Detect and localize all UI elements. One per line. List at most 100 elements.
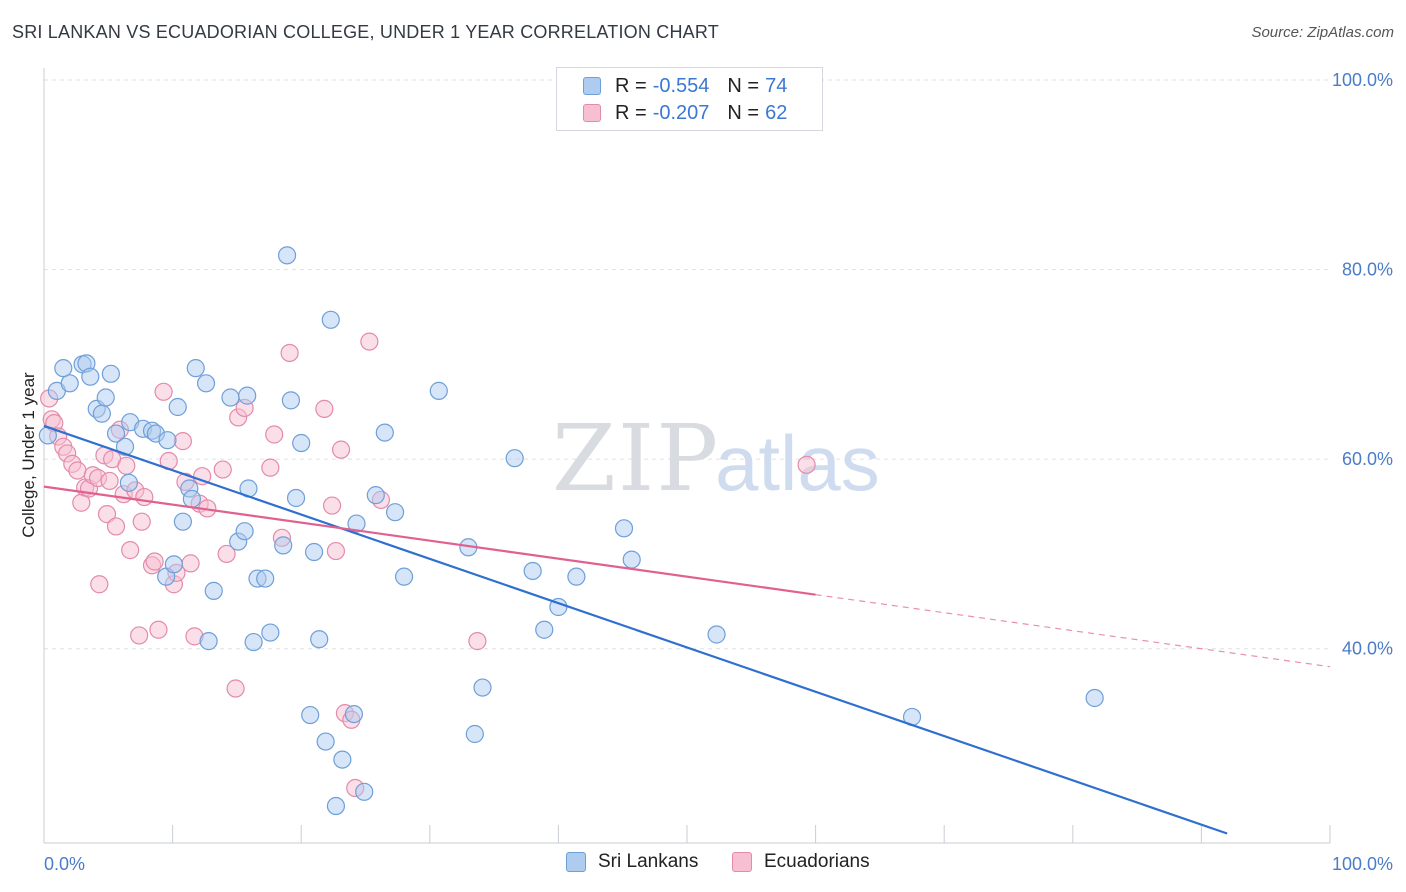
ecuadorians-point [149,620,168,639]
ecuadorians-trend-extension [815,594,1331,668]
sri-lankans-point [106,424,126,443]
legend-r-label: R = [615,101,647,124]
sri-lankans-point [304,542,324,562]
ecuadorians-point [226,679,245,698]
ecuadorians-point [331,440,351,459]
sri-lankans-point [96,388,115,407]
ecuadorians-point [135,487,154,507]
ecuadorians-point [106,517,126,536]
sri-lankans-point [54,359,73,378]
sri-lankans-point [119,473,138,492]
ecuadorians-point [217,544,236,564]
ecuadorians-point [261,458,280,477]
ecuadorians-point [100,471,119,491]
sri-lankans-point [60,374,79,393]
sri-lankans-point [286,488,306,508]
sri-lankans-point [92,404,111,423]
legend-label-sri-lankans: Sri Lankans [598,851,699,872]
sri-lankans-point [1085,688,1104,708]
sri-lankans-point [310,630,329,649]
legend-r-value: -0.207 [652,101,710,124]
ecuadorians-point [322,496,342,515]
ecuadorians-point [121,541,140,560]
sri-lankans-point [321,310,340,329]
legend-swatch-pink [583,104,601,122]
sri-lankans-point [465,724,484,744]
sri-lankans-point [281,391,301,410]
sri-lankans-point [292,433,311,453]
legend-n-label: N = [727,74,760,97]
watermark-zip: ZIP [552,405,720,512]
sri-lankans-point [567,567,586,586]
sri-lankans-point [277,246,297,265]
ecuadorians-point [360,332,379,351]
sri-lankans-point [301,705,320,725]
axes [43,68,1331,844]
ecuadorians-point [117,456,136,475]
y-axis-label: College, Under 1 year [19,372,38,538]
legend-swatch-ecuadorians [732,852,752,872]
sri-lankans-point [235,522,254,541]
ecuadorians-point [468,632,487,651]
sri-lankans-point [394,567,414,586]
legend-swatch-blue [583,77,601,95]
y-tick-label: 100.0% [1332,70,1393,90]
chart-title: SRI LANKAN VS ECUADORIAN COLLEGE, UNDER … [12,22,719,42]
x-tick-label: 0.0% [44,854,85,874]
series-ecuadorians [40,332,816,798]
ecuadorians-point [132,512,151,531]
legend-row-sri-lankans: R = -0.554 N = 74 [583,74,787,98]
sri-lankans-point [622,550,641,569]
sri-lankans-point [182,489,201,509]
ecuadorians-point [193,467,212,486]
sri-lankans-point [344,704,364,724]
sri-lankans-point [375,423,394,442]
series-sri-lankans [38,246,1104,816]
legend-item-ecuadorians[interactable]: Ecuadorians [732,851,870,873]
series-legend: Sri Lankans Ecuadorians [0,851,1406,877]
watermark-atlas: atlas [715,419,880,507]
ecuadorians-point [213,460,232,479]
sri-lankans-point [204,581,223,600]
ecuadorians-point [280,343,299,363]
watermark: ZIP atlas [552,405,880,512]
legend-n-value: 62 [765,101,788,124]
y-tick-label: 40.0% [1342,639,1393,659]
legend-n-label: N = [727,101,760,124]
ecuadorians-point [68,461,87,480]
sri-lankans-point [505,449,524,468]
sri-lankans-point [115,437,135,456]
grid-lines [44,79,1330,650]
ecuadorians-point [154,382,173,401]
ecuadorians-point [265,425,284,444]
x-tick-label: 100.0% [1332,854,1393,874]
sri-lankans-point [164,555,183,574]
ecuadorians-point [145,552,164,571]
stats-legend: R = -0.554 N = 74 R = -0.207 N = 62 [556,67,823,131]
sri-lankans-point [473,678,492,697]
sri-lankans-point [429,381,448,400]
ecuadorians-point [130,626,149,645]
sri-lankans-point [385,503,405,522]
sri-lankans-point [535,620,554,639]
y-tick-label: 80.0% [1342,260,1393,280]
sri-lankans-point [256,569,275,588]
ecuadorians-point [181,554,200,573]
sri-lankans-point [168,397,187,417]
sri-lankans-point [244,632,263,652]
sri-lankans-point [366,486,385,505]
ecuadorians-point [326,541,346,561]
sri-lankans-point [614,519,634,538]
ecuadorians-point [315,399,334,418]
sri-lankans-point [326,796,346,816]
ecuadorians-point [173,432,192,451]
ecuadorians-point [797,455,816,474]
sri-lankans-point [347,514,366,533]
y-tick-label: 60.0% [1342,449,1393,469]
legend-item-sri-lankans[interactable]: Sri Lankans [566,851,698,873]
sri-lankans-point [238,386,257,405]
sri-lankans-trend-line [43,424,1228,835]
sri-lankans-point [81,367,100,386]
sri-lankans-point [261,623,280,642]
